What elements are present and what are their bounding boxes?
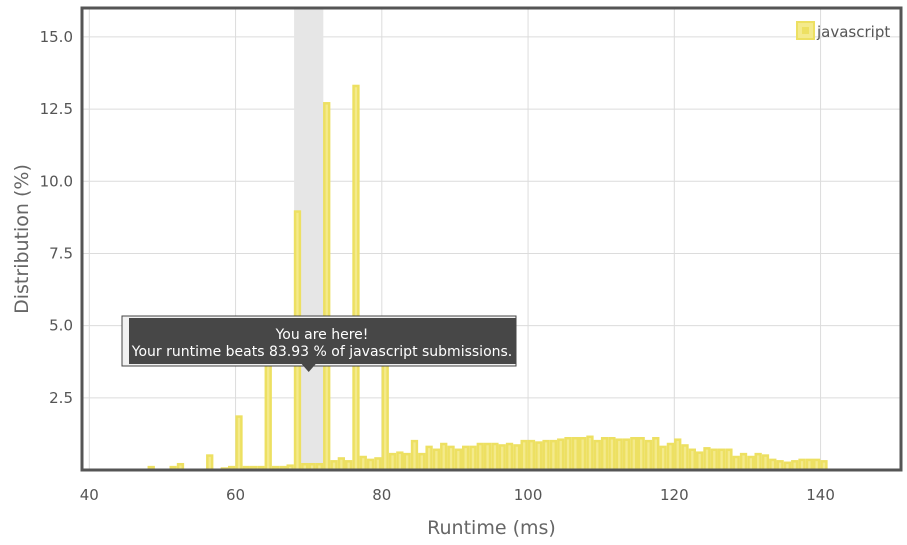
bar-javascript-119[interactable] [666,442,675,472]
bar-javascript-127[interactable] [725,448,733,472]
bar-javascript-99[interactable] [520,439,528,472]
bar-javascript-76[interactable] [352,84,360,472]
x-axis-title: Runtime (ms) [427,517,556,539]
bar-javascript-124[interactable] [703,447,711,472]
tooltip-arrow [301,364,316,372]
x-tick-label: 100 [514,486,543,504]
bar-javascript-137[interactable] [798,458,806,472]
bars [147,84,828,472]
bar-javascript-89[interactable] [447,445,455,472]
bar-javascript-126[interactable] [717,448,726,472]
y-tick-label: 2.5 [49,389,73,407]
bar-javascript-100[interactable] [527,439,536,472]
bar-javascript-116[interactable] [644,439,653,472]
tooltip-message: Your runtime beats 83.93 % of javascript… [131,344,513,360]
bar-javascript-108[interactable] [586,435,594,472]
bar-javascript-138[interactable] [805,458,813,472]
tooltip-box [129,318,516,364]
x-tick-label: 120 [660,486,689,504]
y-tick-label: 5.0 [49,317,73,335]
legend[interactable]: javascript [796,21,890,41]
bar-javascript-103[interactable] [549,439,558,472]
y-tick-label: 10.0 [40,172,73,190]
bar-javascript-110[interactable] [600,436,609,472]
bar-javascript-102[interactable] [542,439,550,472]
tooltip-title: You are here! [275,327,369,343]
x-tick-label: 60 [226,486,245,504]
bar-javascript-60[interactable] [235,415,243,472]
bar-javascript-91[interactable] [462,445,470,472]
bar-javascript-112[interactable] [615,438,623,472]
x-tick-label: 140 [806,486,835,504]
bar-javascript-97[interactable] [505,442,514,472]
bar-javascript-56[interactable] [206,454,214,472]
bar-javascript-93[interactable] [476,442,484,472]
tooltip: You are here! Your runtime beats 83.93 %… [121,315,517,372]
bar-javascript-87[interactable] [432,448,441,472]
x-axis-ticks: 40 60 80 100 120 140 [80,486,835,504]
x-tick-label: 40 [80,486,99,504]
bar-javascript-72[interactable] [323,102,331,472]
bar-javascript-104[interactable] [557,438,565,472]
bar-javascript-122[interactable] [688,448,696,472]
bar-javascript-98[interactable] [513,444,521,472]
bar-javascript-95[interactable] [491,442,499,472]
bar-javascript-111[interactable] [608,436,616,472]
bar-javascript-132[interactable] [761,454,770,472]
bar-javascript-113[interactable] [622,438,631,472]
bar-javascript-78[interactable] [366,458,375,472]
bar-javascript-121[interactable] [681,444,689,472]
bar-javascript-92[interactable] [469,445,477,472]
y-axis-title: Distribution (%) [11,164,33,314]
bar-javascript-84[interactable] [410,439,419,472]
bar-javascript-130[interactable] [747,455,755,472]
bar-javascript-94[interactable] [483,442,492,472]
grid [82,8,901,470]
bar-javascript-125[interactable] [710,448,718,472]
legend-label-javascript[interactable]: javascript [816,23,890,41]
bar-javascript-109[interactable] [593,439,601,472]
bar-javascript-86[interactable] [425,445,433,472]
bar-javascript-74[interactable] [337,457,345,472]
y-axis-ticks: 2.5 5.0 7.5 10.0 12.5 15.0 [40,28,73,407]
bar-javascript-105[interactable] [564,436,572,472]
bar-javascript-101[interactable] [535,441,543,472]
bar-javascript-118[interactable] [659,445,667,472]
plot-frame [80,6,903,472]
bar-javascript-77[interactable] [359,455,367,472]
bar-javascript-139[interactable] [813,458,821,472]
bar-javascript-81[interactable] [388,452,397,472]
bar-javascript-129[interactable] [739,452,748,472]
bar-javascript-114[interactable] [630,436,638,472]
y-tick-label: 7.5 [49,244,73,262]
bar-javascript-117[interactable] [652,436,660,472]
bar-javascript-131[interactable] [754,452,762,472]
bar-javascript-128[interactable] [732,455,740,472]
y-tick-label: 12.5 [40,100,73,118]
bar-javascript-79[interactable] [374,457,382,472]
legend-swatch-inner [802,27,809,34]
y-tick-label: 15.0 [40,28,73,46]
bar-javascript-123[interactable] [696,451,704,472]
bar-javascript-115[interactable] [637,436,645,472]
bar-javascript-96[interactable] [498,444,506,472]
bar-javascript-85[interactable] [418,452,426,472]
bar-javascript-90[interactable] [454,448,462,472]
bar-javascript-106[interactable] [571,436,579,472]
bar-javascript-120[interactable] [674,438,682,472]
bar-javascript-107[interactable] [579,436,587,472]
bar-javascript-83[interactable] [403,452,411,472]
bar-javascript-88[interactable] [440,442,448,472]
x-tick-label: 80 [372,486,391,504]
bar-javascript-133[interactable] [769,458,777,472]
bar-javascript-82[interactable] [396,451,404,472]
